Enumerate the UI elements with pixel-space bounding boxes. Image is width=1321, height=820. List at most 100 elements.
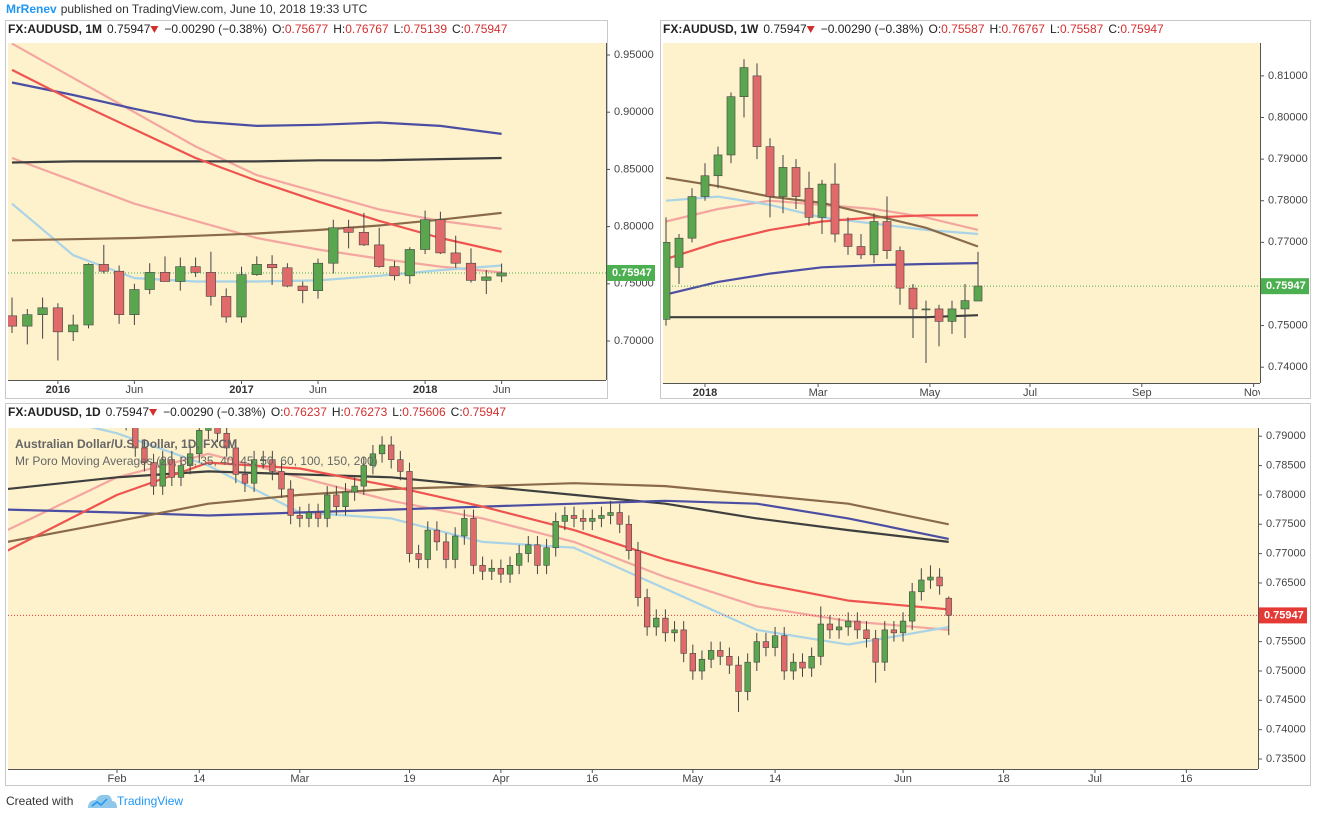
candle-body: [534, 544, 541, 566]
candle-body: [415, 553, 422, 560]
candle-body: [863, 629, 870, 640]
x-tick-label: 18: [997, 773, 1009, 785]
candle-body: [223, 432, 230, 449]
time-scale: 2016 Jun 2017 Jun 2018 Jun: [46, 380, 510, 396]
x-tick-label: 2018: [413, 384, 437, 396]
candle-body: [752, 75, 762, 147]
symbol-header: FX:AUDUSD, 1D 0.75947 −0.00290 (−0.38%) O:0…: [8, 405, 506, 419]
candle-body: [374, 244, 385, 267]
candle-body: [960, 300, 970, 310]
last-price-badge: [1259, 607, 1307, 624]
candle-body: [205, 272, 216, 297]
candle-body: [360, 465, 367, 487]
ohlc-value: 0.75587: [941, 22, 985, 36]
candle-body: [358, 232, 369, 246]
candle-body: [328, 227, 339, 264]
ohlc-value: 0.75139: [404, 22, 448, 36]
plot-layer: [8, 43, 606, 361]
candle-body: [388, 444, 395, 460]
y-tick-label: 0.77500: [1266, 518, 1306, 530]
candle-body: [687, 196, 697, 239]
candle-body: [543, 547, 550, 566]
candle-body: [707, 650, 715, 660]
candle-body: [470, 518, 477, 566]
candle-body: [598, 515, 605, 519]
candle-body: [854, 620, 861, 631]
candle-body: [804, 187, 814, 218]
y-tick-label: 0.79000: [1268, 153, 1308, 165]
candle-body: [465, 262, 477, 281]
candle-body: [726, 96, 736, 156]
candle-body: [945, 597, 952, 616]
ohlc-value: 0.76767: [1002, 22, 1046, 36]
y-tick-label: 0.77000: [1266, 548, 1306, 560]
candle-body: [144, 272, 155, 290]
candle-body: [420, 219, 431, 250]
y-tick-label: 0.74000: [1266, 724, 1306, 736]
candle-body: [934, 308, 944, 322]
candle-body: [22, 314, 33, 327]
candle-body: [267, 264, 278, 269]
ohlc-key: O:: [271, 405, 284, 419]
candle-body: [221, 296, 232, 318]
candle-body: [406, 471, 413, 554]
candle-body: [921, 308, 931, 311]
moving-average: [8, 452, 949, 631]
candle-body: [726, 656, 733, 666]
last-price-label: 0.75947: [612, 267, 652, 279]
candle-body: [496, 272, 507, 277]
candle-body: [369, 453, 377, 466]
candle-body: [698, 658, 706, 672]
candle-body: [8, 315, 18, 327]
candle-body: [251, 264, 262, 275]
candle-body: [342, 491, 349, 507]
candle-body: [389, 266, 400, 277]
candle-body: [869, 221, 879, 256]
candle-body: [881, 629, 888, 663]
x-tick-label: Jun: [894, 773, 912, 785]
y-tick-label: 0.79000: [1266, 430, 1306, 442]
last-value: 0.75947: [106, 405, 150, 419]
ohlc-value: 0.75947: [463, 405, 507, 419]
candle-body: [114, 270, 125, 315]
candle-body: [450, 252, 461, 264]
y-tick-label: 0.78000: [1268, 195, 1308, 207]
candle-body: [552, 521, 559, 549]
candle-body: [947, 308, 957, 322]
candle-body: [461, 518, 468, 537]
candle-body: [634, 550, 642, 598]
author[interactable]: MrRenev: [6, 2, 57, 16]
created-with: Created with: [6, 794, 73, 808]
logo-line: [91, 798, 108, 807]
candle-body: [83, 264, 94, 326]
candle-body: [781, 635, 788, 672]
candle-body: [397, 459, 404, 472]
x-tick-label: 16: [586, 773, 598, 785]
brand[interactable]: TradingView: [117, 794, 183, 808]
last-value: 0.75947: [763, 22, 807, 36]
y-tick-label: 0.90000: [614, 106, 654, 118]
y-tick-label: 0.73500: [1266, 753, 1306, 765]
down-arrow: [806, 26, 815, 33]
candle-body: [717, 650, 724, 657]
candle-body: [973, 285, 983, 302]
ohlc-value: 0.75587: [1060, 22, 1104, 36]
ohlc-value: 0.75947: [464, 22, 508, 36]
candle-body: [287, 488, 294, 516]
moving-average: [90, 428, 949, 646]
candle-body: [663, 242, 671, 320]
plot-layer: [663, 59, 1260, 364]
candle-body: [278, 471, 285, 490]
ohlc-value: 0.76273: [344, 405, 388, 419]
candle-body: [771, 635, 779, 648]
ohlc-key: H:: [333, 22, 345, 36]
y-tick-label: 0.81000: [1268, 70, 1308, 82]
candle-body: [150, 462, 157, 487]
candle-body: [765, 146, 775, 197]
y-tick-label: 0.76500: [1266, 577, 1306, 589]
candle-body: [141, 447, 148, 463]
candle-body: [351, 485, 358, 493]
candle-body: [778, 167, 788, 197]
last-price-badge: [607, 264, 655, 281]
moving-average: [11, 202, 502, 283]
